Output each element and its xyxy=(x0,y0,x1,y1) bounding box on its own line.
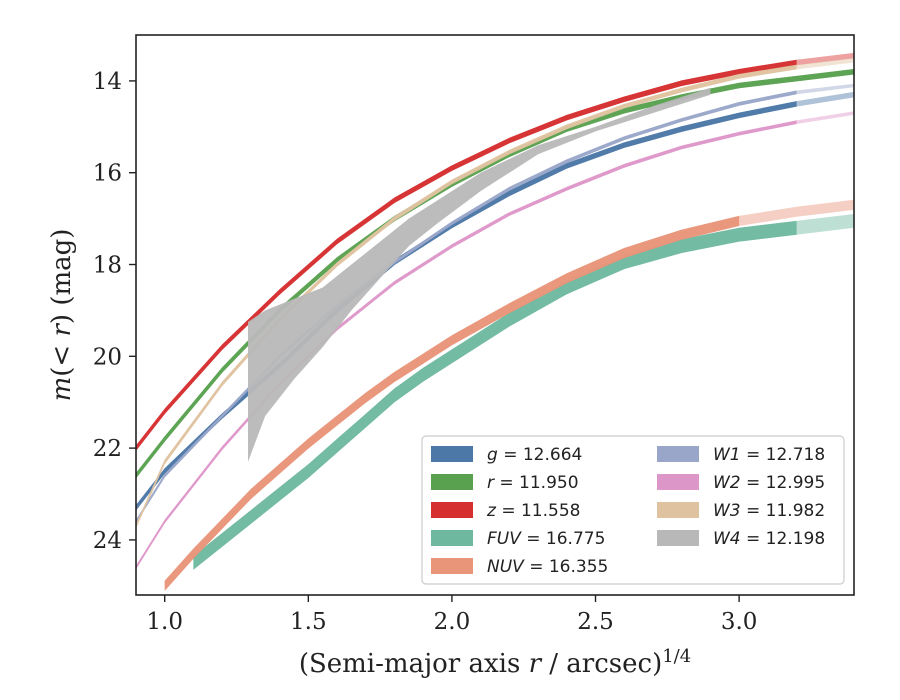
legend-label-w4: W4 = 12.198 xyxy=(713,529,825,549)
plot-frame xyxy=(135,34,855,596)
x-axis-label: (Semi-major axis r / arcsec)1/4 xyxy=(299,646,691,679)
legend-swatch-z xyxy=(431,502,473,518)
legend: g = 12.664 r = 11.950 z = 11.558 FUV = 16.7… xyxy=(421,435,845,585)
legend-swatch-w3 xyxy=(657,502,699,518)
x-tick-label: 2.5 xyxy=(577,609,614,635)
legend-swatch-fuv xyxy=(431,530,473,546)
legend-swatch-w1 xyxy=(657,446,699,462)
legend-frame xyxy=(421,435,845,585)
legend-swatch-g xyxy=(431,446,473,462)
legend-swatch-r xyxy=(431,474,473,490)
y-tick-label: 22 xyxy=(93,436,122,462)
y-axis-label: m(< r) (mag) xyxy=(47,229,77,402)
legend-label-g: g = 12.664 xyxy=(487,445,582,465)
y-tick-label: 18 xyxy=(93,253,122,279)
legend-label-nuv: NUV = 16.355 xyxy=(487,557,608,577)
legend-label-w1: W1 = 12.718 xyxy=(713,445,825,465)
legend-swatch-nuv xyxy=(431,558,473,574)
legend-label-w2: W2 = 12.995 xyxy=(713,473,825,493)
y-tick-label: 14 xyxy=(93,69,122,95)
x-tick-label: 3.0 xyxy=(721,609,758,635)
y-tick-label: 24 xyxy=(93,528,122,554)
legend-swatch-w2 xyxy=(657,474,699,490)
x-tick-label: 2.0 xyxy=(434,609,471,635)
legend-label-r: r = 11.950 xyxy=(487,473,579,493)
legend-label-w3: W3 = 11.982 xyxy=(713,501,825,521)
x-tick-label: 1.5 xyxy=(290,609,327,635)
x-tick-label: 1.0 xyxy=(146,609,183,635)
legend-swatch-w4 xyxy=(657,530,699,546)
legend-label-fuv: FUV = 16.775 xyxy=(487,529,605,549)
legend-label-z: z = 11.558 xyxy=(486,501,580,521)
y-tick-label: 16 xyxy=(93,161,122,187)
series-w4-band xyxy=(248,87,711,462)
series-layer xyxy=(136,52,854,591)
tick-layer: 1.0 1.5 2.0 2.5 3.0 14 16 18 20 22 24 xyxy=(93,69,758,635)
y-tick-label: 20 xyxy=(93,344,122,370)
